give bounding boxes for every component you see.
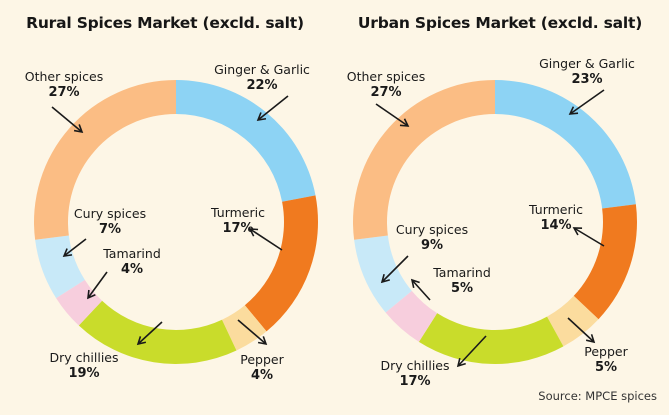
rural-value-turmeric: 17% [222,221,253,236]
urban-slice-turmeric [573,204,638,320]
urban-slice-ginger-garlic [495,80,636,209]
urban-value-cury-spices: 9% [421,238,443,253]
urban-label-tamarind: Tamarind [432,265,491,280]
urban-arrow-other-spices [375,103,410,127]
rural-value-other-spices: 27% [48,85,79,100]
rural-slice-dry-chillies [78,300,237,364]
rural-value-dry-chillies: 19% [68,366,99,381]
rural-arrow-dry-chillies [136,321,163,346]
urban-slice-tamarind [385,290,438,342]
rural-slice-ginger-garlic [176,80,316,202]
rural-slice-pepper [221,305,267,351]
urban-slice-pepper [547,295,599,347]
rural-arrow-cury-spices [62,238,87,257]
rural-label-turmeric: Turmeric [210,205,265,220]
urban-value-turmeric: 14% [540,218,571,233]
urban-value-dry-chillies: 17% [399,374,430,389]
rural-arrow-ginger-garlic [256,95,289,122]
rural-label-cury-spices: Cury spices [74,206,146,221]
source-note: Source: MPCE spices [538,389,657,403]
urban-arrow-ginger-garlic [568,89,605,115]
urban-label-pepper: Pepper [584,344,628,359]
urban-label-dry-chillies: Dry chillies [380,358,449,373]
rural-arrow-pepper [237,319,268,346]
rural-value-tamarind: 4% [121,262,143,277]
rural-arrow-other-spices [51,106,84,134]
urban-arrow-turmeric [572,227,605,247]
rural-label-ginger-garlic: Ginger & Garlic [214,62,310,77]
rural-arrow-tamarind [87,271,108,300]
urban-arrow-tamarind [410,278,431,301]
urban-value-pepper: 5% [595,360,617,375]
urban-label-ginger-garlic: Ginger & Garlic [539,56,635,71]
urban-arrow-cury-spices [380,255,409,284]
rural-value-cury-spices: 7% [99,222,121,237]
urban-label-cury-spices: Cury spices [396,222,468,237]
rural-slice-other-spices [34,80,176,240]
urban-arrow-pepper [567,317,596,344]
rural-label-dry-chillies: Dry chillies [49,350,118,365]
urban-slice-dry-chillies [418,313,564,364]
rural-value-pepper: 4% [251,368,273,383]
urban-label-other-spices: Other spices [347,69,425,84]
rural-donut-chart: Ginger & Garlic22%Turmeric17%Pepper4%Dry… [25,62,318,383]
rural-arrow-turmeric [248,228,283,251]
rural-label-other-spices: Other spices [25,69,103,84]
urban-slice-other-spices [353,80,495,240]
rural-label-tamarind: Tamarind [102,246,161,261]
urban-arrow-dry-chillies [456,335,487,368]
urban-value-ginger-garlic: 23% [571,72,602,87]
urban-label-turmeric: Turmeric [528,202,583,217]
urban-value-tamarind: 5% [451,281,473,296]
rural-label-pepper: Pepper [240,352,284,367]
chart-title-urban: Urban Spices Market (excld. salt) [357,14,643,32]
urban-donut-chart: Ginger & Garlic23%Turmeric14%Pepper5%Dry… [347,56,638,389]
urban-value-other-spices: 27% [370,85,401,100]
rural-slice-turmeric [244,195,318,332]
rural-slice-cury-spices [35,235,85,299]
rural-value-ginger-garlic: 22% [246,78,277,93]
chart-title-rural: Rural Spices Market (excld. salt) [26,14,304,32]
